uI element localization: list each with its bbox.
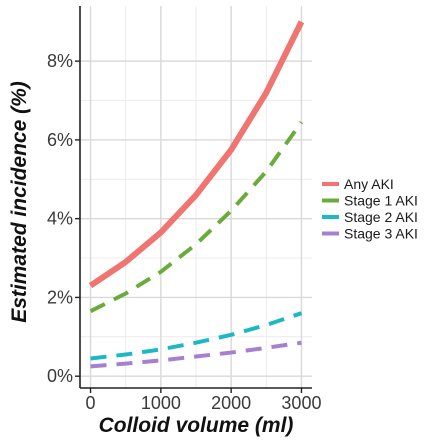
legend-label-0: Any AKI: [344, 176, 394, 192]
grid-major: [80, 6, 312, 388]
x-axis-title: Colloid volume (ml): [99, 414, 294, 437]
ticks: 0 1000 2000 3000 0% 2% 4% 6% 8%: [47, 51, 321, 413]
series-line-1: [89, 121, 304, 313]
legend-label-1: Stage 1 AKI: [344, 193, 418, 209]
series-layer: [88, 20, 305, 369]
x-tick-label: 3000: [281, 393, 321, 413]
x-tick-label: 2000: [211, 393, 251, 413]
series-line-2: [90, 311, 303, 361]
y-tick-label: 0%: [47, 366, 73, 386]
grid-minor: [80, 6, 312, 388]
x-tick-label: 0: [86, 393, 96, 413]
y-tick-label: 4%: [47, 209, 73, 229]
legend-label-3: Stage 3 AKI: [344, 226, 418, 242]
x-tick-label: 1000: [141, 393, 181, 413]
axes: [79, 6, 312, 389]
y-tick-label: 2%: [47, 287, 73, 307]
y-tick-label: 8%: [47, 51, 73, 71]
series-line-3: [90, 340, 302, 369]
series-line-0: [88, 20, 305, 289]
y-tick-label: 6%: [47, 130, 73, 150]
legend-label-2: Stage 2 AKI: [344, 209, 418, 225]
y-axis-title: Estimated incidence (%): [8, 81, 31, 323]
